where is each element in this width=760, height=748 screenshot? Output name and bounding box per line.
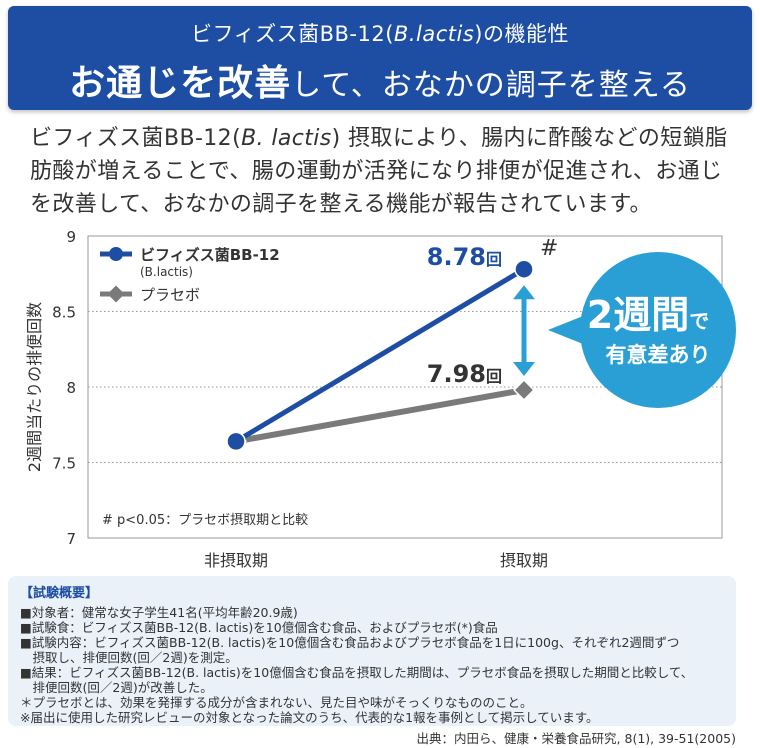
- y-tick-label: 8: [66, 379, 76, 397]
- legend-label-1: プラセボ: [140, 286, 200, 304]
- summary-line: ■試験内容：ビフィズス菌BB-12(B. lactis)を10億個含む食品および…: [20, 635, 680, 650]
- chart-series: [225, 259, 535, 453]
- x-tick-label: 非摂取期: [204, 551, 268, 570]
- legend-marker-1: [107, 285, 125, 303]
- x-tick-label: 摂取期: [500, 551, 548, 570]
- chart-footnote: # p<0.05：プラセボ摂取期と比較: [102, 512, 308, 528]
- line-chart: 9 8.5 8 7.5 7 2週間当たりの排便回数 非摂取期 摂取期 8.78回 7.98回…: [25, 228, 736, 570]
- header-title: お通じを改善して、おなかの調子を整える: [69, 63, 691, 104]
- series-line-1: [235, 387, 525, 445]
- chart-legend: ビフィズス菌BB-12(B.lactis) プラセボ: [100, 246, 280, 304]
- callout-line1: 2週間で: [587, 293, 709, 337]
- summary-line: ＊プラセボとは、効果を発揮する成分が含まれない、見た目や味がそっくりなもののこと…: [20, 695, 533, 710]
- callout-bubble: [580, 252, 736, 408]
- summary-title: 【試験概要】: [20, 586, 99, 601]
- data-point-1-1: [513, 379, 535, 401]
- y-axis-label: 2週間当たりの排便回数: [25, 302, 44, 472]
- arrow-head-top: [513, 285, 535, 300]
- value-label: 8.78回: [427, 243, 502, 271]
- header-banner: ビフィズス菌BB-12(B.lactis)の機能性 お通じを改善して、おなかの調…: [8, 6, 752, 110]
- source-citation: 出典：内田ら、健康・栄養食品研究, 8(1), 39-51(2005): [416, 731, 736, 746]
- summary-line: ■試験食：ビフィズス菌BB-12(B. lactis)を10億個含む食品、および…: [20, 620, 498, 635]
- legend-label-0: ビフィズス菌BB-12: [140, 246, 280, 264]
- header-subtitle: ビフィズス菌BB-12(B.lactis)の機能性: [191, 22, 569, 46]
- summary-line: ■結果：ビフィズス菌BB-12(B. lactis)を10億個含む食品を摂取した…: [20, 665, 694, 680]
- data-point-start: [226, 431, 246, 452]
- y-tick-labels: 9 8.5 8 7.5 7: [52, 228, 76, 548]
- series-line-0: [234, 267, 526, 444]
- value-labels: 8.78回 7.98回 #: [427, 236, 559, 388]
- summary-line: ※届出に使用した研究レビューの対象となった論文のうち、代表的な1報を事例として掲…: [20, 710, 599, 725]
- difference-arrow: [513, 285, 535, 377]
- y-tick-label: 8.5: [52, 304, 76, 322]
- study-summary-box: 【試験概要】 ■対象者：健常な女子学生41名(平均年齢20.9歳) ■試験食：ビフ…: [8, 576, 736, 726]
- callout-line2: 有意差あり: [606, 343, 711, 367]
- data-point-0-1: [514, 259, 534, 279]
- legend-marker-0: [109, 247, 123, 261]
- y-tick-label: 9: [66, 228, 76, 246]
- x-tick-labels: 非摂取期 摂取期: [204, 551, 548, 570]
- significance-mark: #: [540, 236, 558, 261]
- summary-line: ■対象者：健常な女子学生41名(平均年齢20.9歳): [20, 605, 298, 620]
- summary-line: 排便回数(回／2週)が改善した。: [20, 680, 213, 695]
- value-label: 7.98回: [427, 360, 502, 388]
- arrow-head-bottom: [513, 362, 535, 377]
- summary-line: 摂取し、排便回数(回／2週)を測定。: [20, 650, 238, 665]
- y-tick-label: 7: [66, 530, 76, 548]
- legend-sublabel-0: (B.lactis): [140, 265, 193, 279]
- callout-pointer: [548, 314, 588, 346]
- lead-paragraph: ビフィズス菌BB-12(B. lactis) 摂取により、腸内に酢酸などの短鎖脂…: [30, 126, 728, 217]
- y-tick-label: 7.5: [52, 455, 76, 473]
